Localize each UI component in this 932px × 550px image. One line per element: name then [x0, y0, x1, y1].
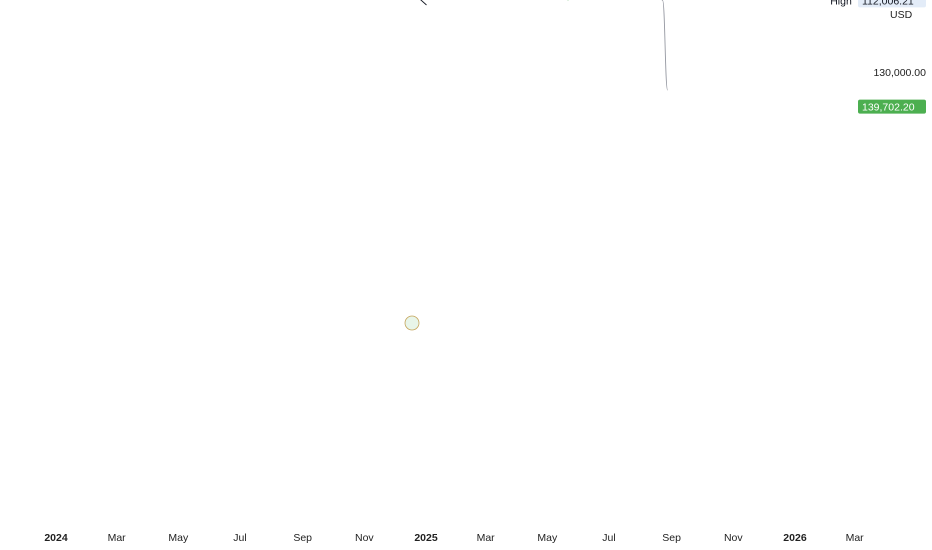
time-tick-label: 2024 — [44, 532, 68, 544]
time-tick-label: Mar — [108, 532, 127, 544]
watermark-logo-icon — [404, 315, 420, 331]
time-tick-label: 2025 — [414, 532, 438, 544]
projected-path-line — [661, 0, 669, 91]
price-labels: 139,702.20High112,006.21105,431.99Ask104… — [830, 0, 926, 114]
time-axis[interactable]: 2024 Mar May Jul Sep Nov 2025 Mar May Jul Sep Nov 20… — [44, 532, 864, 544]
rising-channel-upper-extension — [420, 0, 427, 6]
annotations: Xx — [404, 0, 669, 331]
time-tick-label: Mar — [846, 532, 865, 544]
time-tick-label: Nov — [355, 532, 374, 544]
trend-lines — [420, 0, 427, 6]
price-tick-label: 130,000.00 — [873, 67, 926, 79]
time-tick-label: Jul — [233, 532, 246, 544]
time-tick-label: Jul — [602, 532, 615, 544]
currency-label[interactable]: USD — [890, 9, 913, 21]
time-tick-label: May — [537, 532, 558, 544]
price-axis[interactable]: USD 130,000.0088,500.0082,500.0076,500.0… — [873, 0, 926, 79]
price-tag-high-bg — [832, 0, 850, 8]
price-badge-target-text: 139,702.20 — [862, 102, 915, 114]
time-tick-label: 2026 — [783, 532, 807, 544]
price-tag-high-label: High — [830, 0, 852, 7]
price-badge-high-text: 112,006.21 — [862, 0, 914, 7]
time-tick-label: Nov — [724, 532, 743, 544]
price-badge-target — [858, 99, 926, 114]
time-tick-label: May — [168, 532, 189, 544]
time-tick-label: Sep — [293, 532, 312, 544]
time-tick-label: Sep — [662, 532, 681, 544]
time-tick-label: Mar — [477, 532, 496, 544]
price-badge-high — [858, 0, 926, 8]
